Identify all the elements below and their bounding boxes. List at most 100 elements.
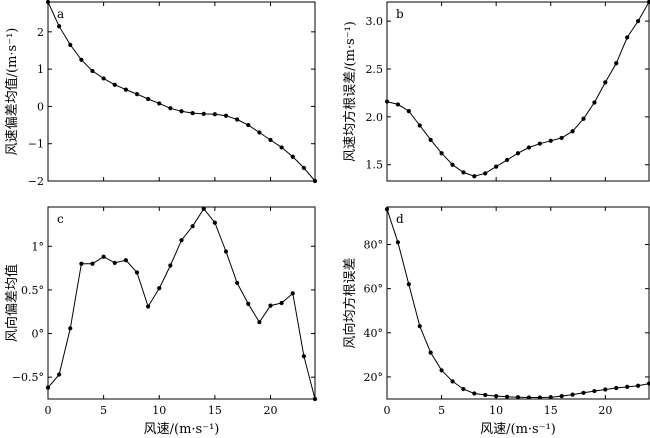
data-point [548,138,553,143]
series-line [386,1,650,177]
y-tick-label: 2.0 [366,111,384,124]
data-point [559,135,564,141]
y-axis-label: 风速均方根误差/(m·s⁻¹) [342,21,358,162]
data-point [45,0,51,5]
y-tick-label: −0.5° [12,371,44,384]
data-point [68,326,73,331]
y-tick-label: 20° [364,371,384,384]
data-point [90,261,95,266]
x-tick-label: 20 [264,404,278,417]
y-axis-label: 风向偏差均值 [4,264,20,342]
data-point [290,291,295,296]
data-point [417,324,422,329]
series-line [386,209,650,398]
x-tick-label: 15 [208,404,222,417]
panel-letter: a [57,7,64,21]
data-point [312,178,318,184]
y-tick-label: 1° [32,240,45,253]
data-point [112,82,117,87]
data-point [526,145,532,150]
panel-letter: c [57,212,64,226]
y-tick-label: 2 [37,26,44,39]
data-point [157,286,162,291]
data-point [646,381,650,386]
data-point [581,116,586,121]
data-point [625,384,630,389]
data-point [515,395,521,400]
data-point [101,254,106,259]
data-point [279,300,284,306]
data-point [90,68,95,74]
data-point [548,395,553,400]
data-point [635,19,641,24]
data-point [494,394,499,399]
data-point [592,100,597,105]
data-point [223,249,229,254]
data-point [472,174,477,179]
series-line [47,1,316,182]
data-point [570,392,575,397]
panel-a: −2 −1 0 1 2a 风速偏差均值/(m·s⁻¹) [4,0,318,188]
data-point [235,280,240,286]
data-point [384,207,390,212]
x-tick-label: 10 [152,404,166,417]
data-point [417,123,422,128]
data-point [504,394,510,399]
data-point [603,387,608,392]
data-point [268,303,273,308]
data-point [625,35,630,40]
data-point [537,395,542,400]
data-point [515,151,521,156]
data-point [406,109,411,114]
data-point [134,92,140,97]
data-point [570,129,575,134]
data-point [614,385,619,391]
panel-letter: b [396,7,404,21]
data-point [190,224,195,229]
data-point [201,206,206,211]
data-point [592,388,597,394]
x-tick-label: 5 [438,404,445,417]
data-point [483,392,488,398]
data-point [257,320,262,325]
data-point [559,394,564,399]
data-point [168,106,173,111]
y-axis-label: 风速偏差均值/(m·s⁻¹) [4,28,20,156]
data-point [461,386,466,392]
data-point [494,164,499,169]
data-point [179,109,184,114]
plot-frame [47,206,316,400]
data-point [123,258,128,263]
data-point [212,112,217,117]
x-axis-label: 风速/(m·s⁻¹) [144,422,220,437]
data-point [146,96,151,102]
data-point [301,165,306,171]
y-tick-label: 0 [37,100,44,113]
data-point [268,137,273,143]
data-point [223,113,229,118]
y-tick-label: 60° [364,283,384,296]
plot-frame [386,206,650,400]
data-point [603,80,608,85]
y-tick-label: 1.5 [366,159,384,172]
data-point [112,260,117,265]
data-point [472,391,477,396]
data-point [45,385,51,390]
data-point [168,263,173,268]
y-tick-label: 1 [37,63,44,76]
data-point [312,396,318,402]
y-tick-label: 0.5° [21,284,44,297]
data-point [504,157,510,163]
data-point [146,304,151,309]
data-point [157,101,162,106]
plot-frame [47,1,316,182]
x-tick-label: 20 [598,404,612,417]
data-point [384,99,390,104]
data-point [450,162,455,167]
x-axis-label: 风速/(m·s⁻¹) [480,422,556,437]
data-point [395,240,401,245]
data-point [201,111,206,116]
y-tick-label: 2.5 [366,63,384,76]
data-point [301,354,306,359]
